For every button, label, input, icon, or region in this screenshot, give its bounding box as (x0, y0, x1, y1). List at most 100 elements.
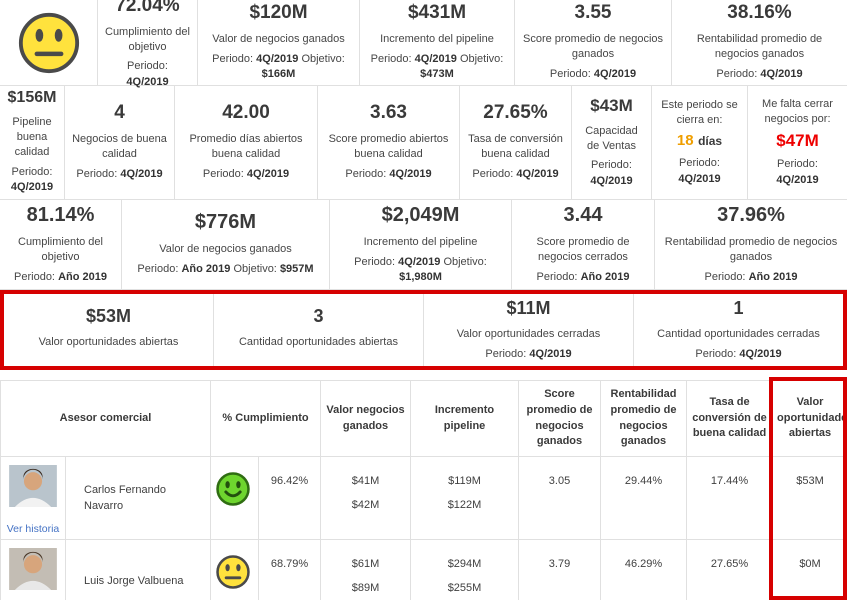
kpi-value: 27.65% (483, 102, 548, 124)
kpi-label: Tasa de conversión buena calidad (468, 133, 563, 161)
period-value: 4Q/2019 (678, 172, 721, 185)
kpi-value: 72.04% (115, 0, 180, 16)
period-label: Periodo: (591, 159, 632, 172)
objective-label: Objetivo: (459, 53, 504, 66)
kpi-label: Negocios de buena calidad (72, 133, 167, 161)
conversion-value: 17.44% (686, 456, 774, 540)
advisor-mood-cell (210, 456, 259, 540)
kpi-avg-days-open: 42.00 Promedio días abiertos buena calid… (175, 86, 318, 199)
kpi-label: Valor oportunidades abiertas (38, 335, 179, 348)
overall-mood-indicator (0, 0, 98, 85)
period-label: Periodo: (549, 68, 591, 81)
closing-days-value: 18 días (677, 132, 722, 150)
period-label: Periodo: (472, 168, 514, 181)
kpi-period: Periodo: 4Q/2019 (579, 158, 644, 189)
pipeline-values: $294M $255M (410, 539, 520, 600)
kpi-label: Valor de negocios ganados (159, 243, 292, 256)
advisors-table: Asesor comercial % Cumplimiento Valor ne… (0, 380, 847, 600)
kpi-value: 3.63 (370, 102, 407, 124)
kpi-won-deals-value-year: $776M Valor de negocios ganados Periodo:… (122, 200, 330, 289)
kpi-label: Capacidad de Ventas (585, 124, 638, 152)
profitability-value: 46.29% (600, 539, 688, 600)
kpi-period: Periodo: 4Q/2019 Objetivo: $473M (371, 52, 504, 83)
kpi-period: Periodo: 4Q/2019 (755, 157, 840, 188)
kpi-label: Cantidad oportunidades cerradas (657, 327, 820, 340)
period-label: Periodo: (14, 270, 55, 283)
kpi-value: $156M (7, 89, 57, 107)
objective-label: Objetivo: (233, 263, 277, 276)
period-label: Periodo: (777, 158, 818, 171)
view-history-link[interactable]: Ver historia (6, 523, 60, 535)
kpi-label: Score promedio de negocios cerrados (536, 235, 630, 263)
kpi-label: Valor oportunidades cerradas (456, 327, 601, 340)
col-header-open-opportunities: Valor oportunidades abiertas (772, 380, 847, 457)
profitability-value: 29.44% (600, 456, 688, 540)
advisor-photo (9, 548, 57, 590)
period-value: 4Q/2019 (590, 174, 633, 187)
kpi-label: Promedio días abiertos buena calidad (189, 133, 303, 161)
opportunities-highlight-row: $53M Valor oportunidades abiertas 3 Cant… (0, 290, 847, 370)
period-label: Periodo: (679, 157, 720, 170)
kpi-period: Periodo: 4Q/2019 (7, 165, 57, 196)
period-value: 4Q/2019 (256, 53, 299, 66)
period-value: 4Q/2019 (529, 347, 572, 360)
kpi-period: Periodo: 4Q/2019 (345, 167, 431, 182)
period-label: Periodo: (536, 270, 578, 283)
kpi-period: Periodo: 4Q/2019 (485, 347, 571, 362)
period-label: Periodo: (695, 347, 737, 360)
kpi-row-quarter-main: 72.04% Cumplimiento del objetivo Periodo… (0, 0, 847, 88)
kpi-value: 38.16% (727, 2, 792, 24)
advisor-photo-cell: Ver historia (0, 539, 66, 600)
kpi-sales-capacity: $43M Capacidad de Ventas Periodo: 4Q/201… (572, 86, 652, 199)
happy-face-icon (215, 471, 254, 507)
period-label: Periodo: (212, 53, 254, 66)
kpi-label: Cumplimiento del objetivo (18, 235, 103, 263)
kpi-value: 81.14% (26, 203, 95, 226)
kpi-value: $43M (590, 95, 633, 115)
kpi-period: Periodo: 4Q/2019 (659, 156, 740, 187)
kpi-objective-compliance-year: 81.14% Cumplimiento del objetivo Periodo… (0, 200, 122, 289)
kpi-row-quality: $156M Pipeline buena calidad Periodo: 4Q… (0, 86, 847, 200)
kpi-value: $120M (249, 2, 308, 24)
kpi-avg-open-score: 3.63 Score promedio abiertos buena calid… (318, 86, 460, 199)
period-label: Periodo: (202, 168, 244, 181)
period-value: 4Q/2019 (760, 68, 803, 81)
kpi-label: Cantidad oportunidades abiertas (238, 335, 398, 348)
pipeline-value-2: $255M (447, 582, 482, 595)
kpi-period: Periodo: 4Q/2019 (203, 167, 289, 182)
advisor-mood-cell (210, 539, 259, 600)
pipeline-value-1: $119M (448, 475, 481, 487)
kpi-open-opps-value: $53M Valor oportunidades abiertas (4, 294, 214, 366)
period-value: 4Q/2019 (516, 168, 559, 181)
period-value: 4Q/2019 (246, 168, 290, 181)
kpi-value: $11M (506, 297, 551, 318)
pipeline-value-1: $294M (447, 558, 482, 570)
kpi-value: 3.44 (563, 203, 603, 226)
objective-label: Objetivo: (301, 53, 345, 66)
col-header-conversion-rate: Tasa de conversión de buena calidad (686, 380, 774, 457)
period-label: Periodo: (76, 168, 118, 181)
period-label: Periodo: (485, 347, 527, 360)
advisor-name: Carlos Fernando Navarro (65, 456, 211, 540)
period-value: 4Q/2019 (126, 75, 169, 88)
period-value: Año 2019 (58, 270, 107, 283)
period-label: Periodo: (716, 68, 758, 81)
kpi-value: 4 (114, 102, 125, 124)
kpi-value: $776M (194, 211, 257, 234)
kpi-period: Periodo: Año 2019 (14, 270, 107, 285)
kpi-pipeline-increase-year: $2,049M Incremento del pipeline Periodo:… (330, 200, 512, 289)
period-value: 4Q/2019 (739, 347, 782, 360)
kpi-avg-profitability-won: 38.16% Rentabilidad promedio de negocios… (672, 0, 847, 85)
kpi-value: 42.00 (222, 102, 270, 124)
kpi-label: Rentabilidad promedio de negocios ganado… (696, 33, 823, 61)
period-label: Periodo: (127, 60, 168, 73)
kpi-period: Periodo: 4Q/2019 (550, 67, 636, 82)
period-label: Periodo: (354, 255, 396, 268)
objective-value: $166M (261, 68, 296, 81)
kpi-label: Me falta cerrar negocios por: (762, 97, 833, 125)
neutral-face-icon (17, 11, 81, 75)
conversion-value: 27.65% (686, 539, 774, 600)
won-value-1: $61M (351, 558, 380, 570)
kpi-label: Score promedio de negocios ganados (522, 33, 664, 61)
kpi-label: Este periodo se cierra en: (661, 98, 738, 126)
